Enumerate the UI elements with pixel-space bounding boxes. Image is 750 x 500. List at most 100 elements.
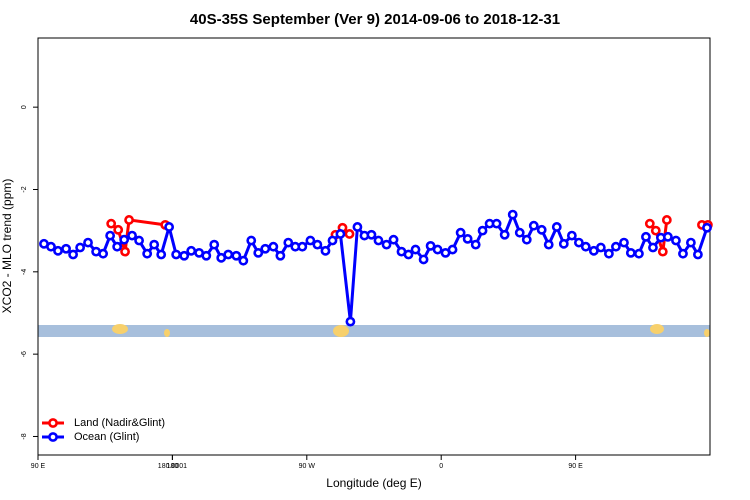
data-point — [381, 239, 392, 250]
data-point — [106, 218, 117, 229]
y-tick-label: 0 — [21, 105, 28, 109]
land-band — [38, 324, 710, 337]
y-tick-label: -6 — [21, 351, 28, 357]
data-point — [171, 249, 182, 260]
data-point — [595, 242, 606, 253]
data-point — [702, 222, 712, 233]
data-point — [68, 249, 78, 260]
data-point — [418, 254, 429, 265]
data-point — [344, 229, 355, 239]
data-point — [61, 243, 71, 254]
data-point — [661, 215, 672, 225]
data-point — [685, 237, 696, 248]
data-point — [671, 235, 681, 246]
data-point — [201, 250, 212, 261]
data-point — [373, 235, 384, 246]
latitude-band — [38, 325, 710, 337]
landmass — [164, 329, 170, 337]
y-axis-label: XCO2 - MLO trend (ppm) — [0, 179, 14, 314]
data-point — [528, 220, 539, 231]
data-point — [209, 239, 220, 250]
data-point — [573, 237, 584, 248]
data-point — [536, 224, 547, 235]
data-point — [142, 248, 153, 259]
data-point — [477, 225, 488, 236]
data-point — [105, 230, 116, 241]
data-point — [634, 248, 644, 259]
data-point — [499, 229, 510, 240]
data-point — [134, 235, 144, 246]
legend-label: Ocean (Glint) — [74, 431, 139, 443]
landmass — [112, 324, 128, 334]
data-point — [113, 224, 124, 235]
data-point — [223, 249, 234, 260]
data-point — [619, 237, 629, 248]
data-point — [283, 237, 294, 248]
data-point — [625, 247, 636, 258]
chart-title: 40S-35S September (Ver 9) 2014-09-06 to … — [190, 11, 560, 28]
data-point — [521, 234, 532, 245]
data-point — [693, 249, 703, 260]
data-point — [641, 231, 651, 242]
data-point — [678, 248, 688, 259]
data-point — [403, 249, 414, 260]
data-point — [410, 244, 421, 255]
data-point — [470, 239, 481, 250]
data-point — [186, 245, 197, 256]
data-point — [514, 227, 525, 238]
legend-swatch-marker — [48, 432, 58, 442]
data-point — [644, 218, 655, 229]
legend: Land (Nadir&Glint) Ocean (Glint) — [42, 417, 165, 443]
data-point — [447, 244, 458, 255]
landmass — [333, 325, 349, 337]
data-point — [345, 316, 356, 327]
data-point — [112, 241, 123, 252]
data-point — [432, 244, 443, 255]
data-point — [46, 241, 56, 252]
data-point — [124, 215, 134, 225]
plot-frame — [37, 37, 711, 456]
data-point — [120, 246, 130, 257]
data-point — [246, 235, 257, 246]
data-point — [327, 235, 338, 246]
x-tick-label: 90 E — [568, 463, 583, 470]
data-point — [260, 243, 271, 254]
data-point — [558, 238, 569, 249]
data-point — [149, 239, 160, 250]
data-point — [179, 250, 190, 261]
data-point — [650, 225, 661, 236]
data-point — [164, 222, 175, 232]
y-tick-label: -8 — [21, 433, 28, 439]
data-point — [543, 239, 554, 250]
data-point — [491, 218, 502, 229]
data-point — [566, 230, 577, 241]
data-point — [75, 242, 86, 253]
x-tick-label: 180.0001 — [158, 463, 187, 470]
data-point — [53, 245, 63, 256]
data-point — [455, 227, 466, 238]
data-point — [297, 241, 308, 252]
data-point — [648, 242, 658, 253]
data-point — [551, 222, 562, 232]
data-point — [462, 233, 473, 244]
data-point — [98, 248, 109, 259]
x-tick-label: 180 — [167, 463, 179, 470]
y-tick-label: -4 — [21, 269, 28, 275]
data-point — [253, 247, 264, 258]
x-tick-label: 90 W — [299, 463, 316, 470]
data-point — [231, 250, 242, 261]
data-point — [83, 237, 93, 248]
data-point — [156, 249, 167, 260]
data-point — [604, 248, 614, 259]
x-tick-label: 90 E — [31, 463, 46, 470]
x-tick-label: 0 — [439, 463, 443, 470]
data-point — [662, 231, 673, 242]
x-axis-label: Longitude (deg E) — [326, 476, 421, 490]
data-point — [275, 250, 286, 261]
data-point — [127, 230, 137, 241]
data-point — [657, 246, 668, 257]
data-point — [268, 241, 279, 252]
data-point — [352, 222, 363, 232]
legend-swatch-marker — [48, 418, 58, 428]
